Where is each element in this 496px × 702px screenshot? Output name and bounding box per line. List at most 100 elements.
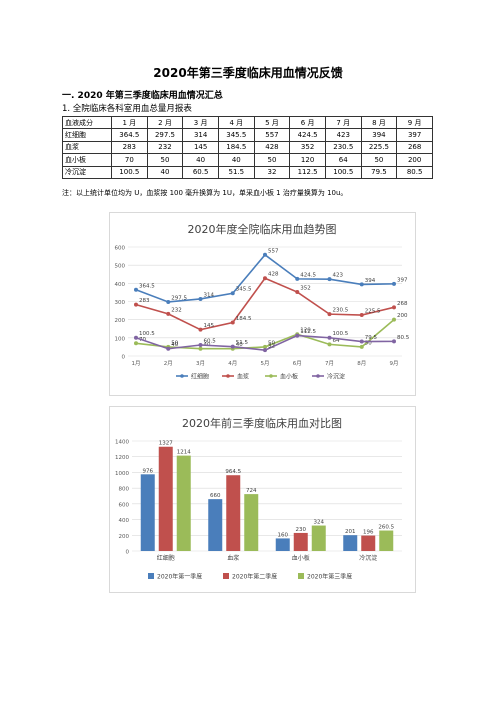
table-cell: 红细胞	[62, 128, 112, 142]
data-label: 964.5	[225, 469, 241, 475]
data-point	[295, 276, 300, 281]
legend-marker	[269, 374, 273, 378]
data-label: 160	[278, 532, 289, 538]
table-header-cell: 5 月	[253, 115, 291, 130]
y-tick-label: 200	[115, 318, 126, 324]
data-point	[327, 312, 332, 317]
data-point	[359, 313, 364, 318]
table-cell: 100.5	[324, 165, 362, 179]
series-line	[135, 277, 395, 331]
data-point	[359, 282, 364, 287]
table-cell: 345.5	[217, 128, 255, 142]
x-tick-label: 9月	[390, 360, 399, 367]
data-label: 364.5	[139, 283, 155, 289]
table-cell: 225.5	[360, 140, 398, 155]
legend-label: 血浆	[237, 373, 249, 381]
legend-label: 2020年第一季度	[157, 573, 202, 581]
table-header-cell: 4 月	[217, 115, 255, 130]
data-label: 352	[300, 286, 311, 292]
bar-chart-container: 2020年前三季度临床用血对比图 0 200 400 600 800 1000 1200 140…	[109, 406, 416, 593]
bar	[293, 532, 308, 551]
table-cell: 79.5	[360, 165, 398, 179]
data-point	[198, 346, 203, 351]
data-label: 557	[268, 248, 279, 254]
bar	[140, 474, 155, 551]
legend-label: 2020年第二季度	[232, 573, 277, 581]
data-label: 324	[314, 520, 325, 526]
data-label: 80.5	[397, 335, 410, 341]
data-label: 145	[204, 323, 215, 329]
x-tick-label: 2月	[164, 360, 173, 367]
data-point	[166, 311, 171, 316]
data-label: 424.5	[300, 272, 316, 278]
table-header-cell: 2 月	[146, 115, 184, 130]
y-tick-label: 1400	[115, 440, 129, 446]
data-point	[263, 252, 267, 257]
data-point	[198, 296, 203, 301]
table-row: 血小板 70 50 40 40 50 120 64 50 200	[62, 153, 433, 167]
table-cell: 40	[217, 153, 255, 167]
x-tick-label: 8月	[357, 360, 366, 367]
table-header-cell: 7 月	[324, 115, 362, 130]
data-label: 230.5	[333, 308, 349, 314]
data-point	[134, 335, 138, 340]
bar	[226, 475, 241, 551]
data-point	[263, 348, 267, 353]
data-label: 50	[268, 340, 275, 346]
data-point	[392, 317, 396, 322]
data-point	[295, 290, 300, 295]
table-header-cell: 8 月	[360, 115, 398, 130]
table-caption: 1. 全院临床各科室用血总量月报表	[62, 104, 192, 114]
legend-label: 血小板	[280, 373, 298, 381]
line-chart-container: 2020年度全院临床用血趋势图 0 100 200 300 400 500 600 1月 2月 3月…	[109, 212, 416, 396]
table-cell: 268	[396, 140, 433, 155]
data-label: 1327	[159, 441, 173, 447]
table-row: 血浆 283 232 145 184.5 428 352 230.5 225.5…	[62, 140, 433, 155]
x-tick-label: 血浆	[227, 554, 239, 562]
data-point	[392, 305, 396, 310]
table-cell: 557	[253, 128, 291, 142]
x-tick-label: 7月	[325, 360, 334, 367]
y-tick-label: 1200	[115, 455, 129, 461]
data-point	[392, 281, 396, 286]
data-point	[166, 299, 171, 304]
legend-swatch	[148, 573, 154, 579]
table-cell: 297.5	[146, 128, 184, 142]
data-label: 200	[397, 313, 408, 319]
table-row: 冷沉淀 100.5 40 60.5 51.5 32 112.5 100.5 79…	[62, 165, 433, 179]
table-note: 注：以上统计单位均为 U，血浆按 100 毫升换算为 1U，单采血小板 1 治疗…	[62, 189, 348, 197]
data-label: 201	[345, 529, 356, 535]
y-tick-label: 0	[126, 550, 130, 556]
data-label: 120	[300, 328, 311, 334]
x-tick-label: 1月	[132, 360, 141, 367]
table-cell: 51.5	[217, 165, 255, 179]
table-cell: 60.5	[182, 165, 219, 179]
y-tick-label: 600	[119, 502, 130, 508]
data-label: 394	[365, 278, 376, 284]
bar	[176, 455, 191, 551]
x-tick-label: 6月	[293, 360, 302, 367]
table-cell: 40	[146, 165, 184, 179]
table-cell: 364.5	[111, 128, 148, 142]
document-title: 2020年第三季度临床用血情况反馈	[153, 66, 343, 80]
data-label: 268	[397, 301, 408, 307]
data-point	[359, 339, 364, 344]
table-cell: 32	[253, 165, 291, 179]
data-label: 283	[139, 298, 150, 304]
x-tick-label: 血小板	[292, 554, 310, 562]
data-label: 724	[246, 488, 257, 494]
data-point	[327, 342, 332, 347]
table-header-row: 血液成分 1 月 2 月 3 月 4 月 5 月 6 月 7 月 8 月 9 月	[62, 115, 433, 130]
table-cell: 314	[182, 128, 219, 142]
bar	[244, 494, 259, 551]
data-point	[295, 333, 300, 338]
table-cell: 230.5	[324, 140, 362, 155]
chart-title: 2020年度全院临床用血趋势图	[188, 222, 337, 236]
data-label: 660	[210, 493, 221, 499]
table-cell: 184.5	[217, 140, 255, 155]
bar	[158, 446, 173, 551]
bar	[361, 535, 376, 551]
y-tick-label: 0	[122, 355, 126, 361]
comparison-bar-chart: 2020年前三季度临床用血对比图 0 200 400 600 800 1000 1200 140…	[115, 416, 402, 581]
data-label: 50	[171, 340, 178, 346]
